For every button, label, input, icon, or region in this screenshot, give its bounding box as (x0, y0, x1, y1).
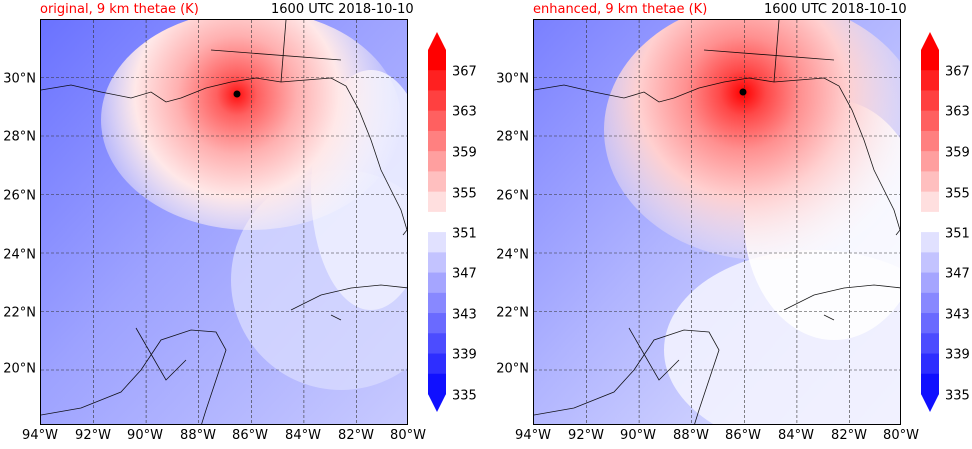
colorbar-bin (428, 292, 446, 314)
lat-label: 30°N (3, 71, 36, 87)
colorbar-bin (921, 232, 939, 253)
lat-label: 22°N (3, 305, 36, 321)
colorbar-bin (921, 272, 939, 294)
colorbar-bin (428, 151, 446, 172)
colorbar-tick-label: 347 (945, 266, 970, 282)
colorbar-min-extend (921, 394, 939, 412)
map-plot-original (40, 19, 408, 425)
lat-label: 26°N (496, 188, 529, 204)
colorbar-bin (921, 50, 939, 71)
colorbar-bin (428, 70, 446, 91)
colorbar-bin (428, 353, 446, 375)
lon-label: 80°W (390, 428, 426, 443)
colorbar-bin (428, 252, 446, 274)
panel-timestamp-original: 1600 UTC 2018-10-10 (271, 2, 414, 17)
colorbar-bin (921, 373, 939, 395)
colorbar-tick-label: 351 (452, 226, 477, 242)
colorbar-tick-label: 339 (452, 347, 477, 363)
colorbar-tick-label: 367 (452, 64, 477, 80)
colorbar (428, 32, 446, 412)
colorbar-bin (921, 110, 939, 132)
map-plot-enhanced (533, 19, 901, 425)
colorbar-max-extend (428, 32, 446, 50)
colorbar (921, 32, 939, 412)
colorbar-bin (428, 50, 446, 71)
colorbar-tick-label: 351 (945, 226, 970, 242)
lat-label: 28°N (3, 129, 36, 145)
colorbar-bin (428, 90, 446, 112)
colorbar-tick-label: 343 (945, 307, 970, 323)
lat-label: 22°N (496, 305, 529, 321)
lon-label: 90°W (127, 428, 163, 443)
lon-label: 94°W (515, 428, 551, 443)
storm-center-marker (233, 90, 241, 98)
lon-label: 94°W (22, 428, 58, 443)
colorbar-bin (428, 333, 446, 355)
colorbar-bin (921, 353, 939, 375)
colorbar-bin (921, 191, 939, 213)
colorbar-tick-label: 359 (452, 145, 477, 161)
colorbar-tick-label: 367 (945, 64, 970, 80)
colorbar-tick-label: 355 (452, 186, 477, 202)
lon-label: 88°W (180, 428, 216, 443)
colorbar-bin (428, 211, 446, 233)
colorbar-bin (921, 90, 939, 112)
colorbar-bin (428, 171, 446, 193)
lon-label: 86°W (725, 428, 761, 443)
panel-timestamp-enhanced: 1600 UTC 2018-10-10 (764, 2, 907, 17)
colorbar-bin (921, 211, 939, 233)
lon-label: 84°W (778, 428, 814, 443)
map-panel-original: original, 9 km thetae (K) 1600 UTC 2018-… (0, 0, 480, 449)
lat-label: 30°N (496, 71, 529, 87)
colorbar-tick-label: 363 (945, 104, 970, 120)
colorbar-bin (921, 292, 939, 314)
colorbar-bin (428, 373, 446, 395)
lat-label: 24°N (496, 247, 529, 263)
lon-label: 88°W (673, 428, 709, 443)
colorbar-bin (921, 252, 939, 274)
colorbar-bin (921, 313, 939, 334)
colorbar-bin (921, 333, 939, 355)
map-canvas-original (41, 20, 407, 424)
colorbar-max-extend (921, 32, 939, 50)
colorbar-bin (921, 171, 939, 193)
panel-title-original: original, 9 km thetae (K) (40, 2, 199, 17)
colorbar-bin (428, 191, 446, 213)
panel-title-enhanced: enhanced, 9 km thetae (K) (533, 2, 708, 17)
colorbar-bin (428, 110, 446, 132)
storm-center-marker (739, 88, 747, 96)
colorbar-min-extend (428, 394, 446, 412)
colorbar-tick-label: 339 (945, 347, 970, 363)
colorbar-tick-label: 363 (452, 104, 477, 120)
lon-label: 90°W (620, 428, 656, 443)
colorbar-tick-label: 355 (945, 186, 970, 202)
colorbar-tick-label: 347 (452, 266, 477, 282)
lat-label: 20°N (496, 361, 529, 377)
colorbar-tick-label: 359 (945, 145, 970, 161)
map-panel-enhanced: enhanced, 9 km thetae (K) 1600 UTC 2018-… (493, 0, 972, 449)
map-canvas-enhanced (534, 20, 900, 424)
colorbar-bin (428, 313, 446, 334)
lat-label: 26°N (3, 188, 36, 204)
lat-label: 24°N (3, 247, 36, 263)
lon-label: 80°W (883, 428, 919, 443)
colorbar-bin (428, 232, 446, 253)
lat-label: 28°N (496, 129, 529, 145)
colorbar-tick-label: 335 (945, 388, 970, 404)
lat-label: 20°N (3, 361, 36, 377)
colorbar-bin (921, 130, 939, 152)
colorbar-bin (921, 151, 939, 172)
colorbar-bin (428, 130, 446, 152)
colorbar-bin (921, 70, 939, 91)
lon-label: 82°W (831, 428, 867, 443)
lon-label: 82°W (338, 428, 374, 443)
colorbar-bin (428, 272, 446, 294)
colorbar-tick-label: 335 (452, 388, 477, 404)
lon-label: 92°W (568, 428, 604, 443)
lon-label: 92°W (75, 428, 111, 443)
lon-label: 84°W (285, 428, 321, 443)
lon-label: 86°W (232, 428, 268, 443)
colorbar-tick-label: 343 (452, 307, 477, 323)
